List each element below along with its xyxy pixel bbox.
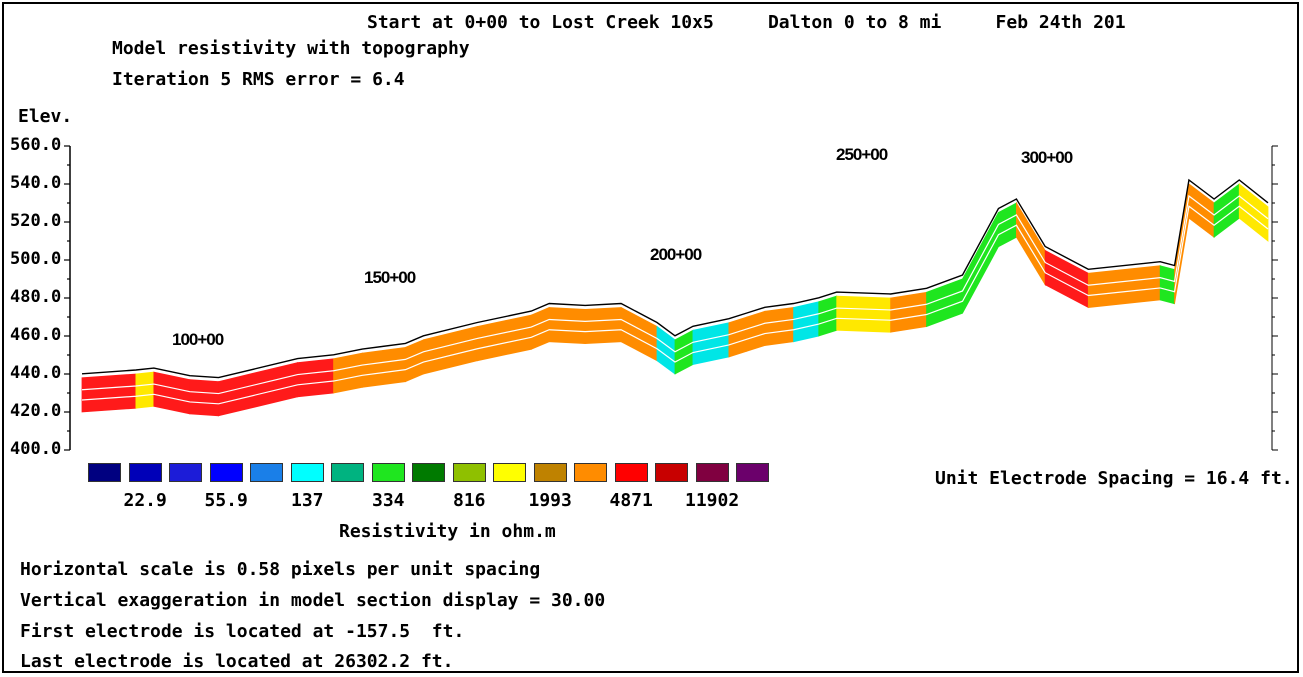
legend-swatch <box>533 463 567 482</box>
y-tick-label: 480.0 <box>10 287 62 307</box>
section-segment <box>674 329 694 375</box>
legend-swatch <box>452 463 486 482</box>
legend-swatch <box>290 463 324 482</box>
section-segment <box>476 314 532 362</box>
section-segment <box>1213 183 1240 239</box>
station-label: 250+00 <box>836 145 888 164</box>
section-segment <box>135 371 155 409</box>
y-tick-label: 420.0 <box>10 401 62 421</box>
legend-swatch <box>250 463 283 482</box>
y-tick-label: 500.0 <box>10 249 62 269</box>
section-segment <box>405 339 424 383</box>
legend-swatch <box>574 463 607 482</box>
legend-swatch <box>695 463 729 482</box>
section-segment <box>728 316 748 358</box>
legend-label: 4871 <box>609 490 653 511</box>
y-tick-label: 400.0 <box>10 439 62 459</box>
y-tick-label: 440.0 <box>10 363 62 383</box>
section-segment <box>548 307 586 345</box>
footer-note-last-electrode: Last electrode is located at 26302.2 ft. <box>20 651 454 672</box>
section-segment <box>962 212 999 314</box>
legend-label: 334 <box>372 490 405 511</box>
legend-swatch <box>371 463 405 482</box>
section-segment <box>764 307 794 346</box>
section-segment <box>692 322 730 365</box>
section-segment <box>1159 265 1175 305</box>
section-segment <box>1174 183 1190 304</box>
legend-label: 137 <box>291 490 324 511</box>
footer-note-vertical-exaggeration: Vertical exaggeration in model section d… <box>20 590 606 611</box>
legend-swatch <box>169 463 202 482</box>
legend-title: Resistivity in ohm.m <box>339 521 556 542</box>
section-segment <box>584 307 622 345</box>
contour-line <box>81 194 1269 395</box>
section-segment <box>620 306 658 362</box>
section-segment <box>1188 183 1215 239</box>
footer-note-horizontal-scale: Horizontal scale is 0.58 pixels per unit… <box>20 559 541 580</box>
legend-label: 816 <box>453 490 486 511</box>
legend-label: 22.9 <box>123 490 167 511</box>
legend-swatch <box>736 463 769 482</box>
legend-swatch <box>614 463 648 482</box>
section-segment <box>818 295 838 337</box>
section-segment <box>361 346 406 388</box>
legend-swatch <box>209 463 243 482</box>
section-segment <box>189 379 219 417</box>
section-segment <box>530 306 550 350</box>
y-tick-label: 460.0 <box>10 325 62 345</box>
section-segment <box>1016 201 1046 287</box>
section-segment <box>836 295 892 333</box>
station-label: 200+00 <box>650 245 702 264</box>
legend-swatch <box>331 463 364 482</box>
section-segment <box>1238 183 1269 242</box>
footer-note-first-electrode: First electrode is located at -157.5 ft. <box>20 621 465 642</box>
section-segment <box>998 202 1017 248</box>
y-tick-label: 540.0 <box>10 173 62 193</box>
iteration-text: Iteration 5 RMS error = 6.4 <box>112 69 405 90</box>
y-axis-label: Elev. <box>18 106 73 127</box>
contour-line <box>81 205 1269 405</box>
section-segment <box>890 291 927 333</box>
electrode-spacing-note: Unit Electrode Spacing = 16.4 ft. <box>935 468 1293 489</box>
legend-label: 1993 <box>528 490 572 511</box>
y-tick-label: 560.0 <box>10 135 62 155</box>
station-label: 100+00 <box>172 330 224 349</box>
header-line: Start at 0+00 to Lost Creek 10x5 Dalton … <box>367 12 1126 33</box>
topography-line <box>81 178 1269 379</box>
section-segment <box>746 310 766 352</box>
section-segment <box>333 352 363 394</box>
station-label: 150+00 <box>364 268 416 287</box>
section-segment <box>793 301 820 343</box>
section-segment <box>81 373 137 413</box>
legend-label: 55.9 <box>204 490 248 511</box>
section-segment <box>153 371 191 415</box>
section-segment <box>1044 249 1089 309</box>
legend-swatch <box>655 463 688 482</box>
section-segment <box>1087 265 1161 308</box>
legend-swatch <box>88 463 121 482</box>
legend-label: 11902 <box>685 490 740 511</box>
legend-swatch <box>412 463 445 482</box>
section-segment <box>218 362 299 417</box>
chart-title: Model resistivity with topography <box>112 38 470 59</box>
y-tick-label: 520.0 <box>10 211 62 231</box>
legend-swatch <box>128 463 162 482</box>
legend-swatch <box>493 463 526 482</box>
station-label: 300+00 <box>1021 148 1073 167</box>
section-segment <box>297 358 334 398</box>
